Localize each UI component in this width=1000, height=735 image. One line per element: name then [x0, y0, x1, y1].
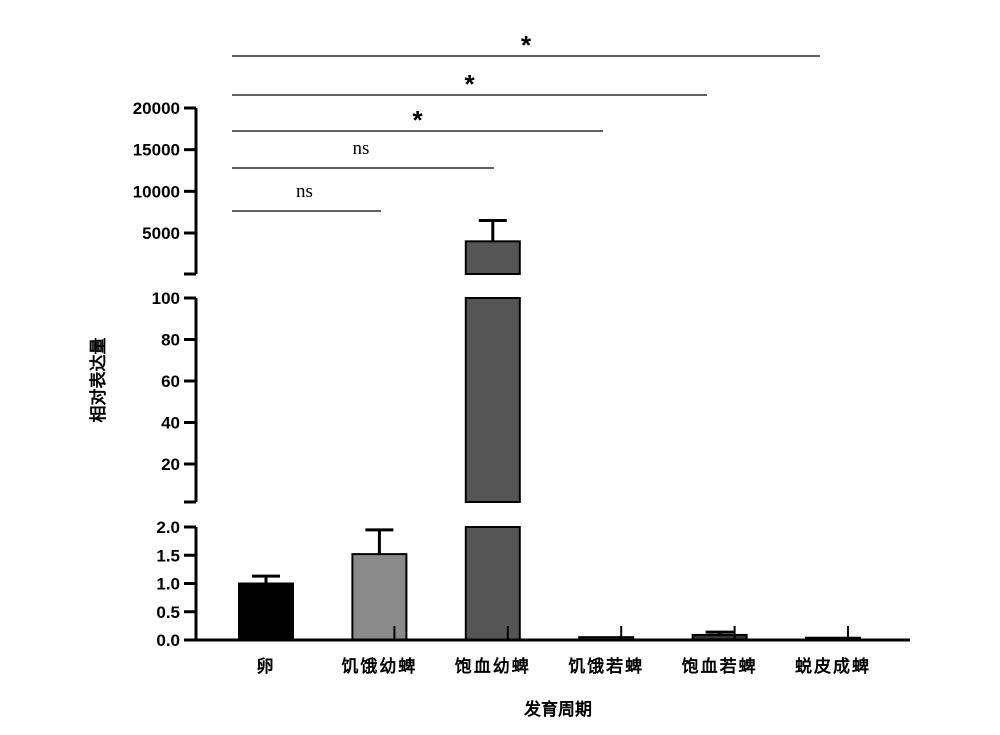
- bar: [464, 240, 521, 275]
- y-tick-label: 40: [161, 414, 180, 433]
- x-tick-label: 饥饿若蜱: [568, 656, 644, 677]
- x-tick-label: 饥饿幼蜱: [341, 656, 417, 677]
- bar: [464, 526, 521, 641]
- bar: [351, 553, 408, 641]
- bar-group: [578, 626, 635, 641]
- y-tick-label: 0.5: [156, 603, 180, 622]
- y-tick-label: 5000: [142, 224, 180, 243]
- x-axis: 卵 饥饿幼蜱 饱血幼蜱 饥饿若蜱 饱血若蜱 蜕皮成蜱: [196, 638, 910, 677]
- y-tick-label: 20000: [133, 99, 180, 118]
- y-tick-label: 1.5: [156, 546, 180, 565]
- y-tick-label: 15000: [133, 141, 180, 160]
- y-tick-label: 20: [161, 455, 180, 474]
- x-axis-title: 发育周期: [523, 699, 592, 720]
- significance-label: ns: [296, 181, 313, 202]
- bar-group: [805, 626, 861, 641]
- y-axis: 0.0 0.5 1.0 1.5 2.0 20 40 60 80 100 5000 10000 15000…: [133, 99, 198, 650]
- significance-label: *: [412, 105, 423, 135]
- y-axis-title: 相对表达量: [88, 338, 109, 423]
- bar-group: [238, 574, 294, 641]
- bar: [238, 582, 294, 641]
- bar-group: [464, 219, 521, 641]
- bar: [464, 297, 521, 503]
- bars-layer: [238, 219, 861, 641]
- y-tick-label: 0.0: [156, 631, 180, 650]
- y-tick-label: 1.0: [156, 575, 180, 594]
- significance-label: *: [464, 69, 475, 99]
- y-tick-label: 100: [152, 289, 180, 308]
- y-tick-label: 10000: [133, 182, 180, 201]
- y-tick-label: 60: [161, 372, 180, 391]
- bar-group: [351, 528, 408, 641]
- y-tick-label: 80: [161, 331, 180, 350]
- x-tick-label: 卵: [257, 656, 276, 677]
- x-tick-label: 饱血若蜱: [682, 656, 758, 677]
- significance-label: *: [521, 30, 532, 60]
- x-tick-label: 蜕皮成蜱: [795, 656, 871, 677]
- significance-layer: ns ns * * *: [232, 30, 820, 212]
- significance-label: ns: [353, 138, 370, 159]
- bar-group: [691, 626, 748, 641]
- y-tick-label: 2.0: [156, 518, 180, 537]
- x-tick-label: 饱血幼蜱: [455, 656, 531, 677]
